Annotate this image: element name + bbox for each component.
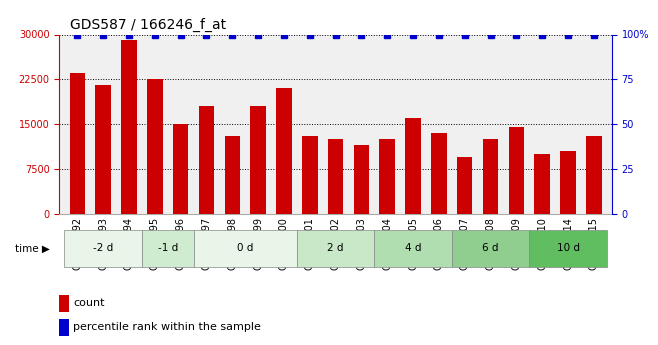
Text: 2 d: 2 d	[327, 244, 344, 253]
Bar	[276, 88, 291, 214]
Bar	[302, 136, 318, 214]
FancyBboxPatch shape	[64, 230, 142, 267]
Bar	[509, 127, 524, 214]
Bar	[586, 136, 601, 214]
Bar	[173, 124, 188, 214]
Bar	[199, 106, 215, 214]
Bar	[380, 139, 395, 214]
Bar	[405, 118, 421, 214]
Bar	[59, 295, 69, 312]
Text: 10 d: 10 d	[557, 244, 580, 253]
Text: count: count	[73, 298, 105, 308]
FancyBboxPatch shape	[529, 230, 607, 267]
Bar	[328, 139, 343, 214]
Text: percentile rank within the sample: percentile rank within the sample	[73, 323, 261, 333]
Bar	[224, 136, 240, 214]
Text: time ▶: time ▶	[15, 244, 50, 253]
Bar	[147, 79, 163, 214]
FancyBboxPatch shape	[193, 230, 297, 267]
Bar	[457, 157, 472, 214]
Text: 0 d: 0 d	[237, 244, 253, 253]
Text: GDS587 / 166246_f_at: GDS587 / 166246_f_at	[70, 18, 226, 32]
Text: 4 d: 4 d	[405, 244, 421, 253]
Bar	[70, 73, 85, 214]
Text: -1 d: -1 d	[157, 244, 178, 253]
Bar	[483, 139, 498, 214]
FancyBboxPatch shape	[142, 230, 193, 267]
Bar	[353, 145, 369, 214]
Text: -2 d: -2 d	[93, 244, 113, 253]
FancyBboxPatch shape	[452, 230, 529, 267]
Bar	[59, 319, 69, 336]
Bar	[95, 85, 111, 214]
FancyBboxPatch shape	[374, 230, 452, 267]
Bar	[431, 133, 447, 214]
FancyBboxPatch shape	[297, 230, 374, 267]
Bar	[560, 151, 576, 214]
Bar	[121, 40, 137, 214]
Text: 6 d: 6 d	[482, 244, 499, 253]
Bar	[250, 106, 266, 214]
Bar	[534, 154, 550, 214]
